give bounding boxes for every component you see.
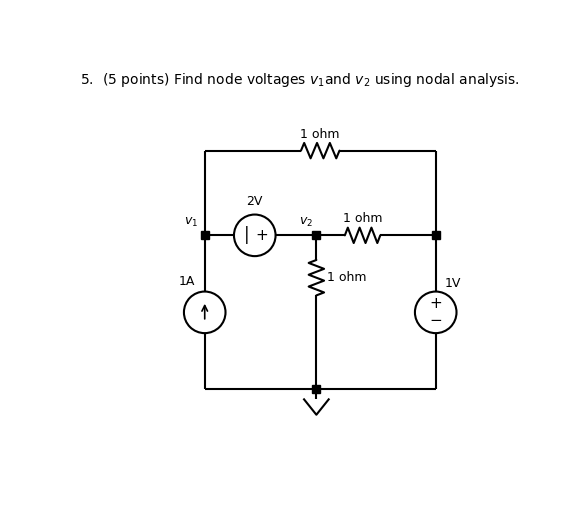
- Text: −: −: [430, 313, 442, 328]
- Text: 2V: 2V: [247, 195, 263, 208]
- Text: 1 ohm: 1 ohm: [343, 213, 382, 225]
- Text: +: +: [430, 296, 442, 311]
- Text: 1V: 1V: [445, 276, 461, 290]
- Text: $v_1$: $v_1$: [185, 216, 199, 229]
- Text: |: |: [244, 226, 250, 244]
- Text: +: +: [255, 228, 268, 243]
- Text: 1 ohm: 1 ohm: [327, 271, 367, 284]
- Text: $v_2$: $v_2$: [299, 216, 313, 229]
- Text: 5.  (5 points) Find node voltages $v_1$and $v_2$ using nodal analysis.: 5. (5 points) Find node voltages $v_1$an…: [80, 72, 520, 89]
- Text: 1 ohm: 1 ohm: [301, 128, 340, 141]
- Text: 1A: 1A: [179, 275, 196, 288]
